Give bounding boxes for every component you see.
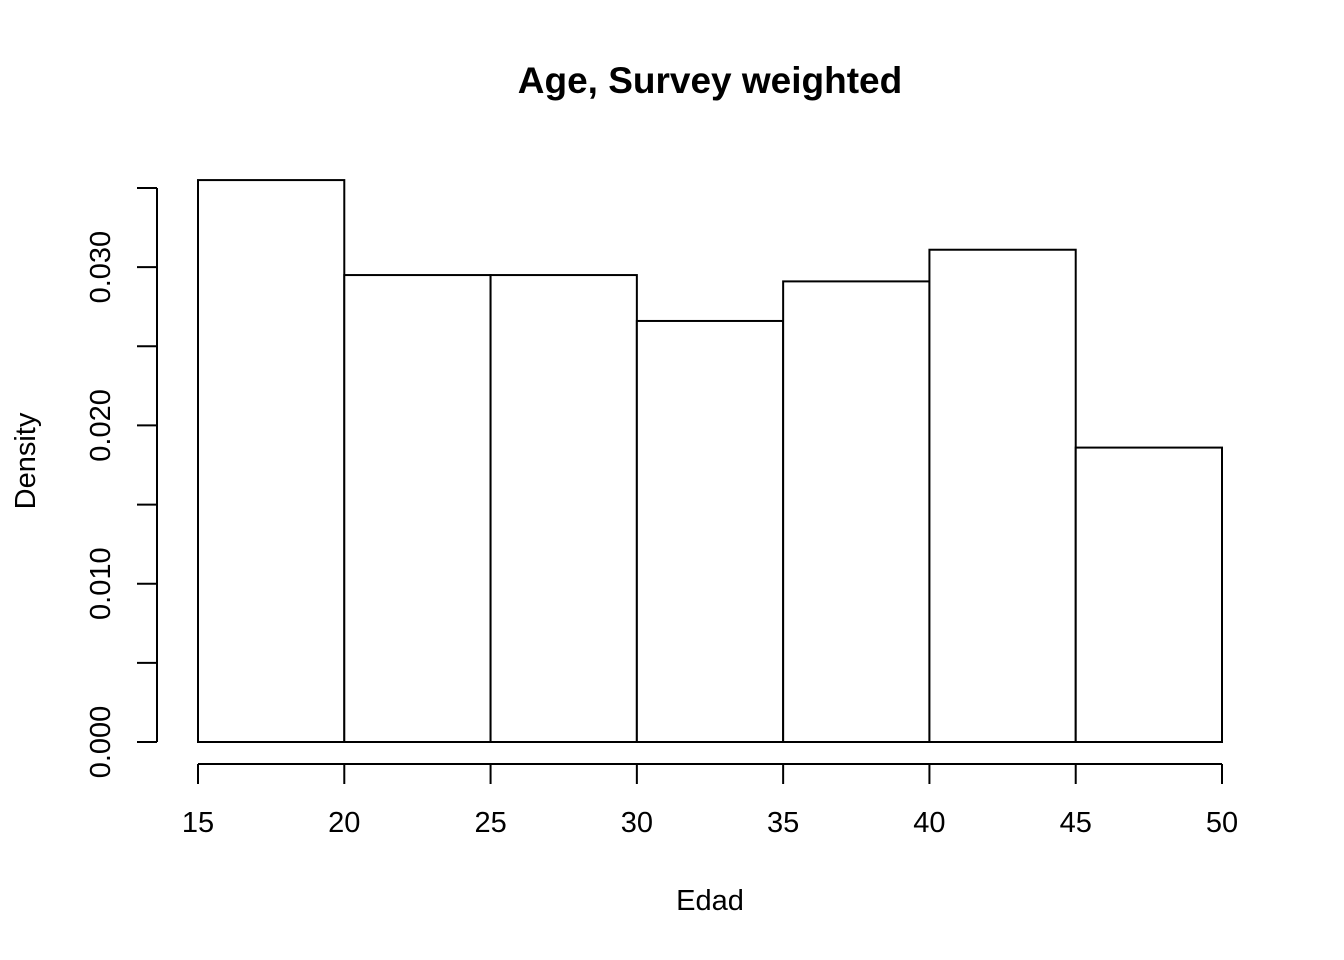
x-tick-label: 20 xyxy=(328,807,360,839)
x-tick-label: 35 xyxy=(767,807,799,839)
histogram-bar xyxy=(782,280,931,743)
y-tick-label: 0.000 xyxy=(85,706,117,779)
histogram-bar xyxy=(197,179,346,744)
chart-title: Age, Survey weighted xyxy=(518,60,903,101)
histogram-bar xyxy=(343,274,492,743)
x-axis: 15 20 25 30 35 40 45 50 xyxy=(182,763,1238,839)
y-tick-label: 0.010 xyxy=(85,547,117,620)
y-tick-label: 0.020 xyxy=(85,389,117,462)
histogram-bars xyxy=(197,179,1223,744)
histogram-bar xyxy=(1074,446,1223,743)
histogram-bar xyxy=(489,274,638,743)
x-tick-label: 40 xyxy=(913,807,945,839)
x-tick-label: 30 xyxy=(621,807,653,839)
y-axis-label: Density xyxy=(10,412,42,509)
y-tick-label: 0.030 xyxy=(85,231,117,304)
x-tick-label: 15 xyxy=(182,807,214,839)
histogram-bar xyxy=(635,319,785,743)
x-tick-label: 50 xyxy=(1206,807,1238,839)
x-axis-label: Edad xyxy=(676,885,744,917)
y-axis: 0.000 0.010 0.020 0.030 xyxy=(85,187,158,779)
x-tick-label: 45 xyxy=(1060,807,1092,839)
x-tick-label: 25 xyxy=(474,807,506,839)
histogram-bar xyxy=(928,248,1077,744)
